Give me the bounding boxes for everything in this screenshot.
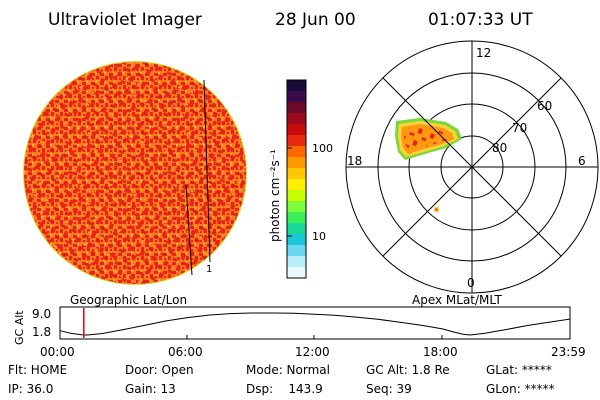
colorbar-unit-label: photon cm⁻²s⁻¹ (268, 149, 282, 242)
xtick-label-1800: 18:00 (423, 345, 458, 359)
mlt-diag-2 (382, 77, 562, 257)
color-bar-swatch (287, 113, 306, 125)
color-bar-swatch (287, 168, 306, 180)
status-door: Door: Open (125, 363, 194, 377)
status-flt: Flt: HOME (8, 363, 67, 377)
lat-70-label: 70 (512, 121, 527, 135)
time-label: 01:07:33 UT (428, 10, 533, 30)
status-ip: IP: 36.0 (8, 382, 53, 396)
altitude-plot: GC Alt 9.0 1.8 00:00 06:00 12:00 18:00 2… (13, 306, 586, 359)
color-bar-swatch (287, 179, 306, 191)
date-label: 28 Jun 00 (275, 10, 356, 30)
aurora-spot-core (435, 208, 438, 211)
lat-80-label: 80 (492, 141, 507, 155)
geographic-image: 1 (23, 61, 247, 285)
marker-label: 1 (206, 264, 212, 275)
mlt-12-label: 12 (476, 46, 491, 60)
polar-plot: 12 18 6 0 60 70 80 (345, 40, 599, 294)
status-gcalt: GC Alt: 1.8 Re (366, 363, 450, 377)
color-bar-swatch (287, 245, 306, 257)
lat-line (185, 184, 193, 276)
color-bar-frame (286, 79, 307, 279)
xtick-label-0600: 06:00 (168, 345, 203, 359)
color-bar-swatch (287, 91, 306, 103)
color-bar-swatch (287, 201, 306, 213)
color-bar-swatch (287, 267, 306, 279)
altitude-frame (59, 306, 571, 340)
color-bar-swatch (287, 102, 306, 114)
color-bar-swatch (287, 157, 306, 169)
lon-line (203, 79, 211, 263)
alt-tick-1.8: 1.8 (32, 325, 51, 339)
color-bar-swatch (287, 190, 306, 202)
color-bar (287, 80, 306, 279)
status-seq: Seq: 39 (366, 382, 412, 396)
xtick-label-0000: 00:00 (40, 345, 75, 359)
status-glon: GLon: ***** (486, 382, 555, 396)
mlt-6-label: 6 (578, 154, 586, 168)
color-bar-swatch (287, 256, 306, 268)
color-bar-swatch (287, 146, 306, 158)
mlt-0-label: 0 (467, 276, 475, 290)
status-panel: Flt: HOME IP: 36.0 Door: Open Gain: 13 M… (8, 363, 555, 396)
color-bar-swatch (287, 234, 306, 246)
instrument-title: Ultraviolet Imager (48, 10, 202, 30)
geographic-label: Geographic Lat/Lon (70, 293, 187, 307)
colorbar-tick-10: 10 (312, 230, 326, 243)
color-bar-swatch (287, 223, 306, 235)
colorbar-tick-100: 100 (312, 142, 333, 155)
color-bar-swatch (287, 135, 306, 147)
status-gain: Gain: 13 (125, 382, 176, 396)
xtick-label-1200: 12:00 (295, 345, 330, 359)
color-bar-swatch (287, 80, 306, 92)
color-bar-swatch (287, 212, 306, 224)
altitude-curve (59, 312, 570, 336)
apex-label: Apex MLat/MLT (412, 293, 502, 307)
xtick-label-2359: 23:59 (551, 345, 586, 359)
status-dsp: Dsp: 143.9 (246, 382, 323, 396)
mlt-18-label: 18 (347, 154, 362, 168)
color-bar-swatch (287, 124, 306, 136)
altitude-ylabel: GC Alt (13, 310, 26, 345)
status-glat: GLat: ***** (486, 363, 552, 377)
status-mode: Mode: Normal (246, 363, 330, 377)
lat-60-label: 60 (537, 99, 552, 113)
alt-tick-9: 9.0 (32, 307, 51, 321)
